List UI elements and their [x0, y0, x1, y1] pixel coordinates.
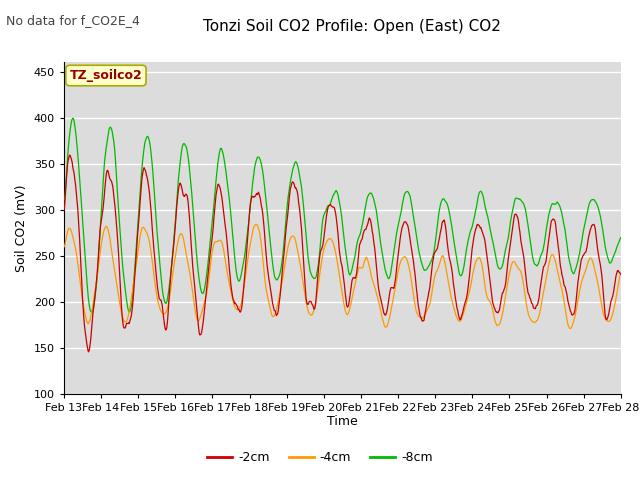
- Text: No data for f_CO2E_4: No data for f_CO2E_4: [6, 14, 140, 27]
- X-axis label: Time: Time: [327, 415, 358, 429]
- Text: TZ_soilco2: TZ_soilco2: [70, 69, 142, 82]
- Y-axis label: Soil CO2 (mV): Soil CO2 (mV): [15, 184, 28, 272]
- Text: Tonzi Soil CO2 Profile: Open (East) CO2: Tonzi Soil CO2 Profile: Open (East) CO2: [203, 19, 501, 34]
- Legend: -2cm, -4cm, -8cm: -2cm, -4cm, -8cm: [202, 446, 438, 469]
